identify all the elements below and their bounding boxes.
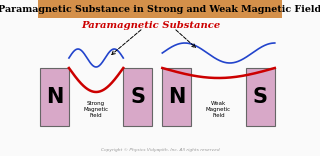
Bar <box>37 0 283 18</box>
Text: S: S <box>130 87 145 107</box>
Bar <box>40 68 69 126</box>
Text: Weak
Magnetic
Field: Weak Magnetic Field <box>206 101 231 118</box>
Text: N: N <box>46 87 63 107</box>
Text: Paramagnetic Substance in Strong and Weak Magnetic Field: Paramagnetic Substance in Strong and Wea… <box>0 5 320 14</box>
Text: N: N <box>168 87 186 107</box>
Text: S: S <box>253 87 268 107</box>
Text: Strong
Magnetic
Field: Strong Magnetic Field <box>84 101 109 118</box>
Bar <box>162 68 191 126</box>
Text: Paramagnetic Substance: Paramagnetic Substance <box>81 22 220 31</box>
Bar <box>123 68 152 126</box>
Text: Copyright © Physics Vidyapith, Inc. All rights reserved: Copyright © Physics Vidyapith, Inc. All … <box>101 148 219 152</box>
Bar <box>246 68 275 126</box>
